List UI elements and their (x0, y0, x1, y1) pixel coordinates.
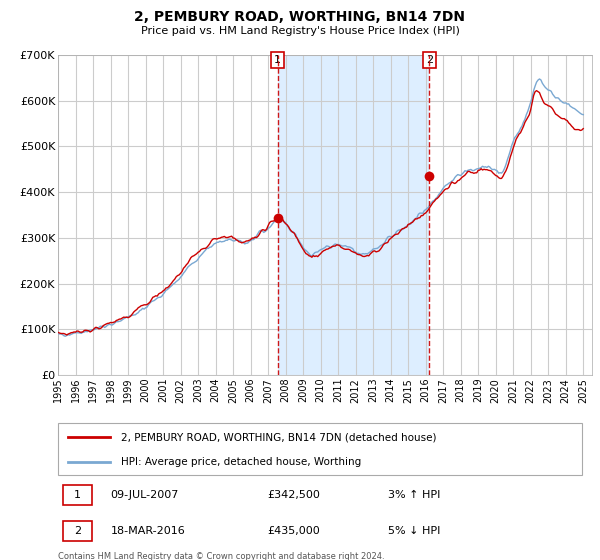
Text: 2, PEMBURY ROAD, WORTHING, BN14 7DN: 2, PEMBURY ROAD, WORTHING, BN14 7DN (134, 10, 466, 24)
FancyBboxPatch shape (63, 485, 92, 505)
Text: £435,000: £435,000 (268, 526, 320, 536)
FancyBboxPatch shape (58, 423, 582, 475)
Text: 1: 1 (74, 490, 81, 500)
Text: 1: 1 (274, 55, 281, 65)
Bar (278, 55, 430, 375)
Text: Price paid vs. HM Land Registry's House Price Index (HPI): Price paid vs. HM Land Registry's House … (140, 26, 460, 36)
Text: 2: 2 (426, 55, 433, 65)
Text: 5% ↓ HPI: 5% ↓ HPI (388, 526, 440, 536)
Text: Contains HM Land Registry data © Crown copyright and database right 2024.
This d: Contains HM Land Registry data © Crown c… (58, 552, 385, 560)
Text: 2, PEMBURY ROAD, WORTHING, BN14 7DN (detached house): 2, PEMBURY ROAD, WORTHING, BN14 7DN (det… (121, 432, 436, 442)
Text: 2: 2 (74, 526, 81, 536)
Text: 18-MAR-2016: 18-MAR-2016 (110, 526, 185, 536)
Text: HPI: Average price, detached house, Worthing: HPI: Average price, detached house, Wort… (121, 457, 361, 467)
Text: 09-JUL-2007: 09-JUL-2007 (110, 490, 179, 500)
Text: 3% ↑ HPI: 3% ↑ HPI (388, 490, 440, 500)
FancyBboxPatch shape (63, 521, 92, 541)
Text: £342,500: £342,500 (268, 490, 320, 500)
